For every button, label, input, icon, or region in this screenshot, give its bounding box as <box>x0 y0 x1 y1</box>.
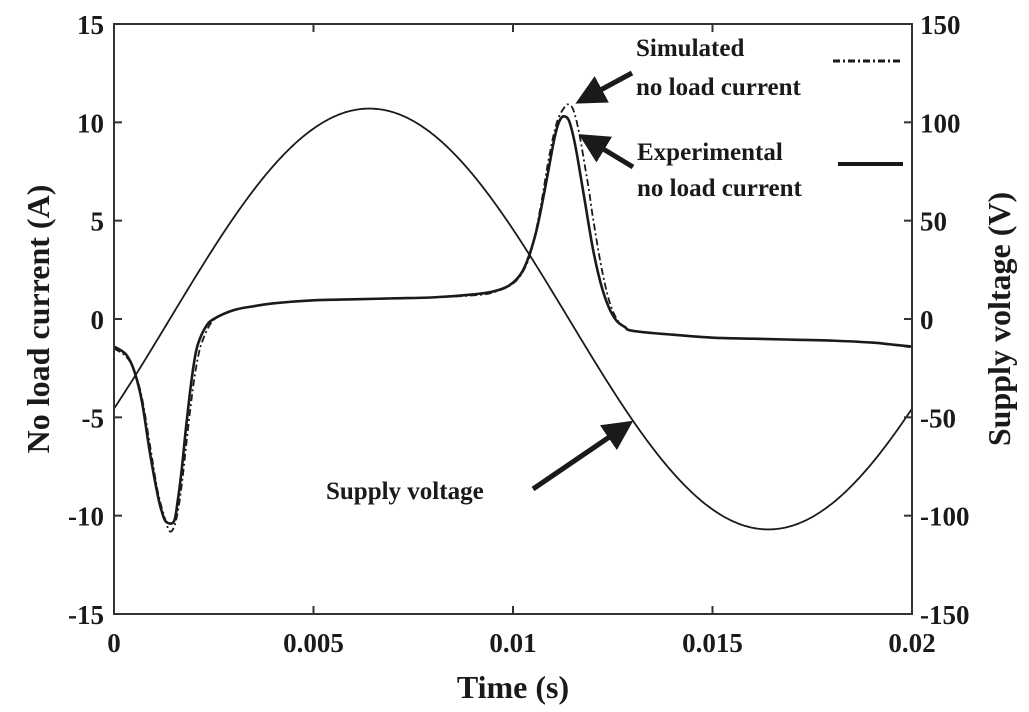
legend: Simulated no load current Experimental n… <box>575 35 903 202</box>
y-left-axis-title: No load current (A) <box>20 185 56 454</box>
y-left-tick-label: 5 <box>91 207 105 237</box>
x-tick-label: 0.02 <box>888 628 935 658</box>
y-left-tick-label: 15 <box>77 10 104 40</box>
y-left-tick-label: -5 <box>82 403 105 433</box>
legend-simulated-line2: no load current <box>636 74 801 101</box>
y-right-tick-label: -100 <box>920 502 970 532</box>
y-left-tick-label: -10 <box>68 502 104 532</box>
legend-experimental-arrow <box>578 134 635 170</box>
x-tick-label: 0.005 <box>283 628 344 658</box>
legend-simulated-line1: Simulated <box>636 35 744 62</box>
y-left-tick-label: -15 <box>68 600 104 630</box>
y-right-tick-label: -150 <box>920 600 970 630</box>
x-tick-label: 0 <box>107 628 121 658</box>
x-tick-label: 0.015 <box>682 628 743 658</box>
series-layer <box>113 103 913 533</box>
legend-experimental-line1: Experimental <box>637 139 783 166</box>
y-right-tick-label: 150 <box>920 10 961 40</box>
y-right-tick-label: 0 <box>920 305 934 335</box>
y-left-tick-label: 10 <box>77 108 104 138</box>
legend-experimental-line2: no load current <box>637 175 802 202</box>
y-right-axis-title: Supply voltage (V) <box>981 192 1017 446</box>
legend-simulated-arrow <box>575 70 634 104</box>
supply-voltage-line <box>113 107 913 531</box>
supply-voltage-label: Supply voltage <box>326 478 484 505</box>
x-axis-title: Time (s) <box>457 669 569 705</box>
y-right-tick-label: 50 <box>920 207 947 237</box>
simulated-no-load-current-line <box>113 103 913 533</box>
y-right-tick-label: 100 <box>920 108 961 138</box>
supply-voltage-annotation: Supply voltage <box>326 420 634 505</box>
x-tick-label: 0.01 <box>489 628 536 658</box>
y-right-tick-label: -50 <box>920 403 956 433</box>
ticks-layer: 0 0.005 0.01 0.015 0.02151050-5-10-151501005… <box>68 10 970 658</box>
supply-voltage-arrow <box>531 420 634 492</box>
y-left-tick-label: 0 <box>91 305 105 335</box>
